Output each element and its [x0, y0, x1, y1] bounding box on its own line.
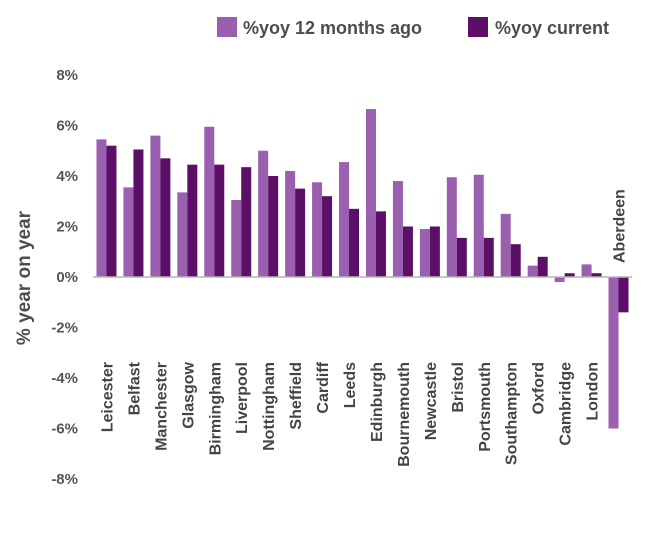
- legend-label-12-months-ago: %yoy 12 months ago: [243, 18, 422, 38]
- bar-12-months-ago-leeds: [339, 162, 350, 277]
- category-label-manchester: Manchester: [153, 362, 170, 451]
- y-axis-label: % year on year: [14, 210, 35, 345]
- category-labels: Leicester Belfast Manchester Glasgow Birming…: [99, 189, 628, 467]
- bar-current-bristol: [456, 237, 467, 277]
- bar-12-months-ago-glasgow: [177, 192, 188, 277]
- y-tick-label: -6%: [51, 421, 78, 438]
- bar-current-liverpool: [241, 167, 252, 277]
- bar-current-southampton: [510, 244, 521, 277]
- bar-current-portsmouth: [483, 237, 494, 277]
- y-tick-label: -8%: [51, 471, 78, 488]
- bar-12-months-ago-bristol: [446, 177, 457, 277]
- bar-current-bournemouth: [402, 226, 413, 277]
- bar-12-months-ago-belfast: [123, 187, 134, 277]
- bar-current-manchester: [160, 158, 171, 277]
- bar-current-london: [591, 273, 602, 277]
- bar-current-oxford: [537, 256, 548, 277]
- y-tick-label: 8%: [56, 67, 78, 84]
- category-label-edinburgh: Edinburgh: [369, 362, 386, 442]
- category-label-liverpool: Liverpool: [234, 362, 251, 434]
- category-label-newcastle: Newcastle: [423, 362, 440, 440]
- bar-12-months-ago-portsmouth: [473, 174, 484, 277]
- y-tick-label: 6%: [56, 118, 78, 135]
- legend-label-current: %yoy current: [495, 18, 609, 38]
- bar-12-months-ago-liverpool: [231, 199, 242, 277]
- legend: %yoy 12 months ago %yoy current: [217, 17, 609, 38]
- bar-12-months-ago-birmingham: [204, 126, 215, 277]
- bar-12-months-ago-cardiff: [312, 182, 323, 277]
- category-label-oxford: Oxford: [531, 362, 548, 414]
- bar-12-months-ago-sheffield: [285, 170, 296, 277]
- category-label-portsmouth: Portsmouth: [477, 362, 494, 452]
- category-label-bournemouth: Bournemouth: [396, 362, 413, 467]
- category-label-cardiff: Cardiff: [315, 361, 332, 413]
- bar-12-months-ago-manchester: [150, 135, 161, 277]
- category-label-cambridge: Cambridge: [558, 362, 575, 446]
- category-label-leicester: Leicester: [99, 362, 116, 432]
- bar-current-aberdeen: [618, 277, 629, 313]
- bar-current-nottingham: [268, 176, 279, 277]
- bar-12-months-ago-cambridge: [554, 277, 565, 283]
- bar-current-birmingham: [214, 164, 225, 277]
- category-label-belfast: Belfast: [126, 361, 143, 415]
- legend-swatch-current: [468, 17, 488, 37]
- y-tick-label: -4%: [51, 370, 78, 387]
- bars: [96, 109, 629, 429]
- category-label-leeds: Leeds: [342, 362, 359, 408]
- y-tick-label: -2%: [51, 320, 78, 337]
- bar-current-edinburgh: [375, 211, 386, 277]
- category-label-nottingham: Nottingham: [261, 362, 278, 451]
- category-label-glasgow: Glasgow: [180, 361, 197, 428]
- bar-current-glasgow: [187, 164, 198, 277]
- bar-12-months-ago-bournemouth: [392, 181, 403, 277]
- bar-12-months-ago-aberdeen: [608, 277, 619, 429]
- category-label-sheffield: Sheffield: [288, 362, 305, 430]
- bar-12-months-ago-london: [581, 264, 592, 278]
- category-label-bristol: Bristol: [450, 362, 467, 413]
- bar-current-cardiff: [322, 196, 333, 277]
- bar-12-months-ago-southampton: [500, 213, 511, 278]
- bar-current-cambridge: [564, 273, 575, 277]
- bar-12-months-ago-nottingham: [258, 150, 269, 277]
- bar-current-leicester: [106, 145, 117, 277]
- y-tick-label: 4%: [56, 168, 78, 185]
- bar-12-months-ago-newcastle: [419, 229, 430, 277]
- bar-current-belfast: [133, 149, 144, 277]
- bar-current-sheffield: [295, 188, 306, 278]
- bar-current-newcastle: [429, 226, 440, 277]
- category-label-birmingham: Birmingham: [207, 362, 224, 455]
- bar-current-leeds: [349, 208, 360, 277]
- bar-12-months-ago-oxford: [527, 265, 538, 277]
- y-tick-label: 2%: [56, 219, 78, 236]
- category-label-aberdeen: Aberdeen: [612, 189, 629, 263]
- bar-12-months-ago-leicester: [96, 139, 107, 277]
- category-label-southampton: Southampton: [504, 362, 521, 465]
- legend-swatch-12-months-ago: [217, 17, 237, 37]
- y-axis-ticks: -8% -6% -4% -2% 0% 2% 4% 6% 8%: [51, 67, 78, 488]
- bar-12-months-ago-edinburgh: [365, 109, 376, 277]
- category-label-london: London: [585, 362, 602, 421]
- y-tick-label: 0%: [56, 269, 78, 286]
